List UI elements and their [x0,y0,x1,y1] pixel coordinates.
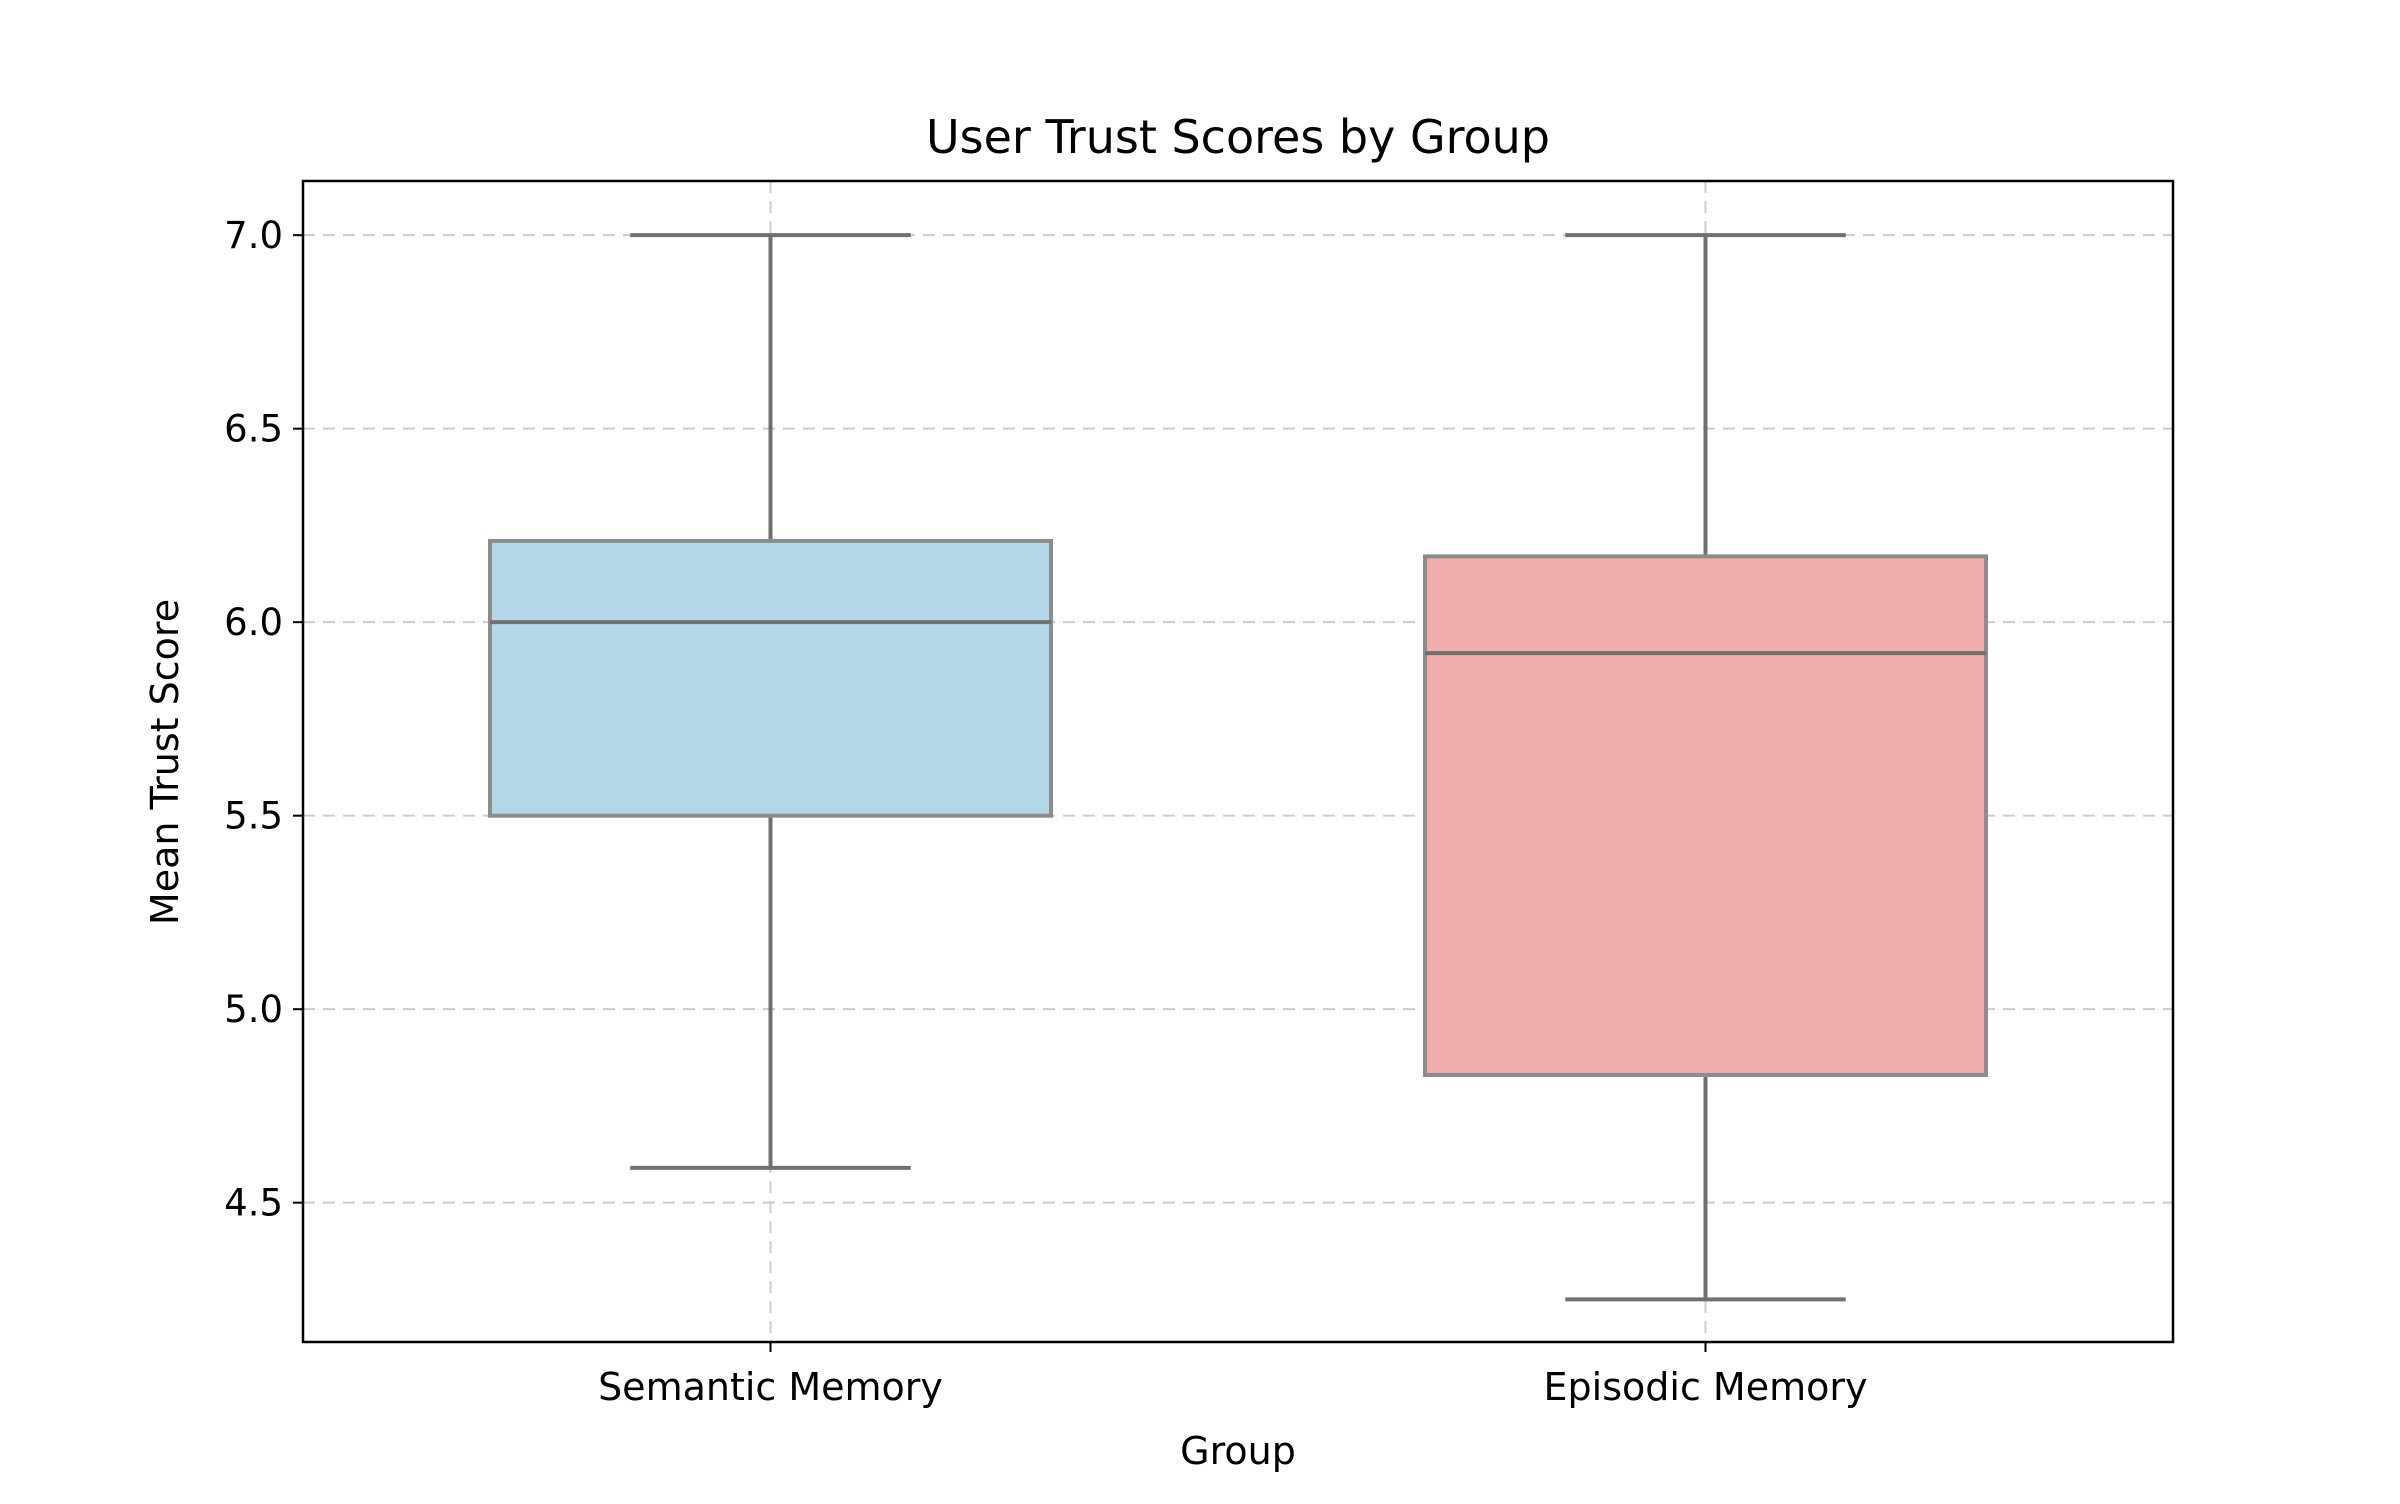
box-group [1423,233,1988,1302]
y-tick-label: 6.5 [224,408,283,451]
y-axis-label: Mean Trust Score [143,599,187,925]
plot-frame [301,179,2175,1344]
box-layer [488,233,1988,1302]
x-tick-label: Semantic Memory [598,1365,943,1409]
y-tick-label: 5.5 [224,795,283,838]
y-tick-label: 4.5 [224,1182,283,1225]
chart-title: User Trust Scores by Group [926,110,1550,164]
x-tick-label: Episodic Memory [1544,1365,1868,1409]
axis-layer: 4.5 5.0 5.5 6.0 6.5 7.0 Semantic Memory Episodi… [224,214,1867,1409]
x-axis-label: Group [1180,1429,1296,1473]
y-tick-label: 6.0 [224,601,283,644]
box-group [488,233,1053,1170]
y-tick-label: 5.0 [224,988,283,1031]
box-body [1423,554,1988,1077]
box-body [488,538,1053,818]
y-tick-label: 7.0 [224,214,283,257]
